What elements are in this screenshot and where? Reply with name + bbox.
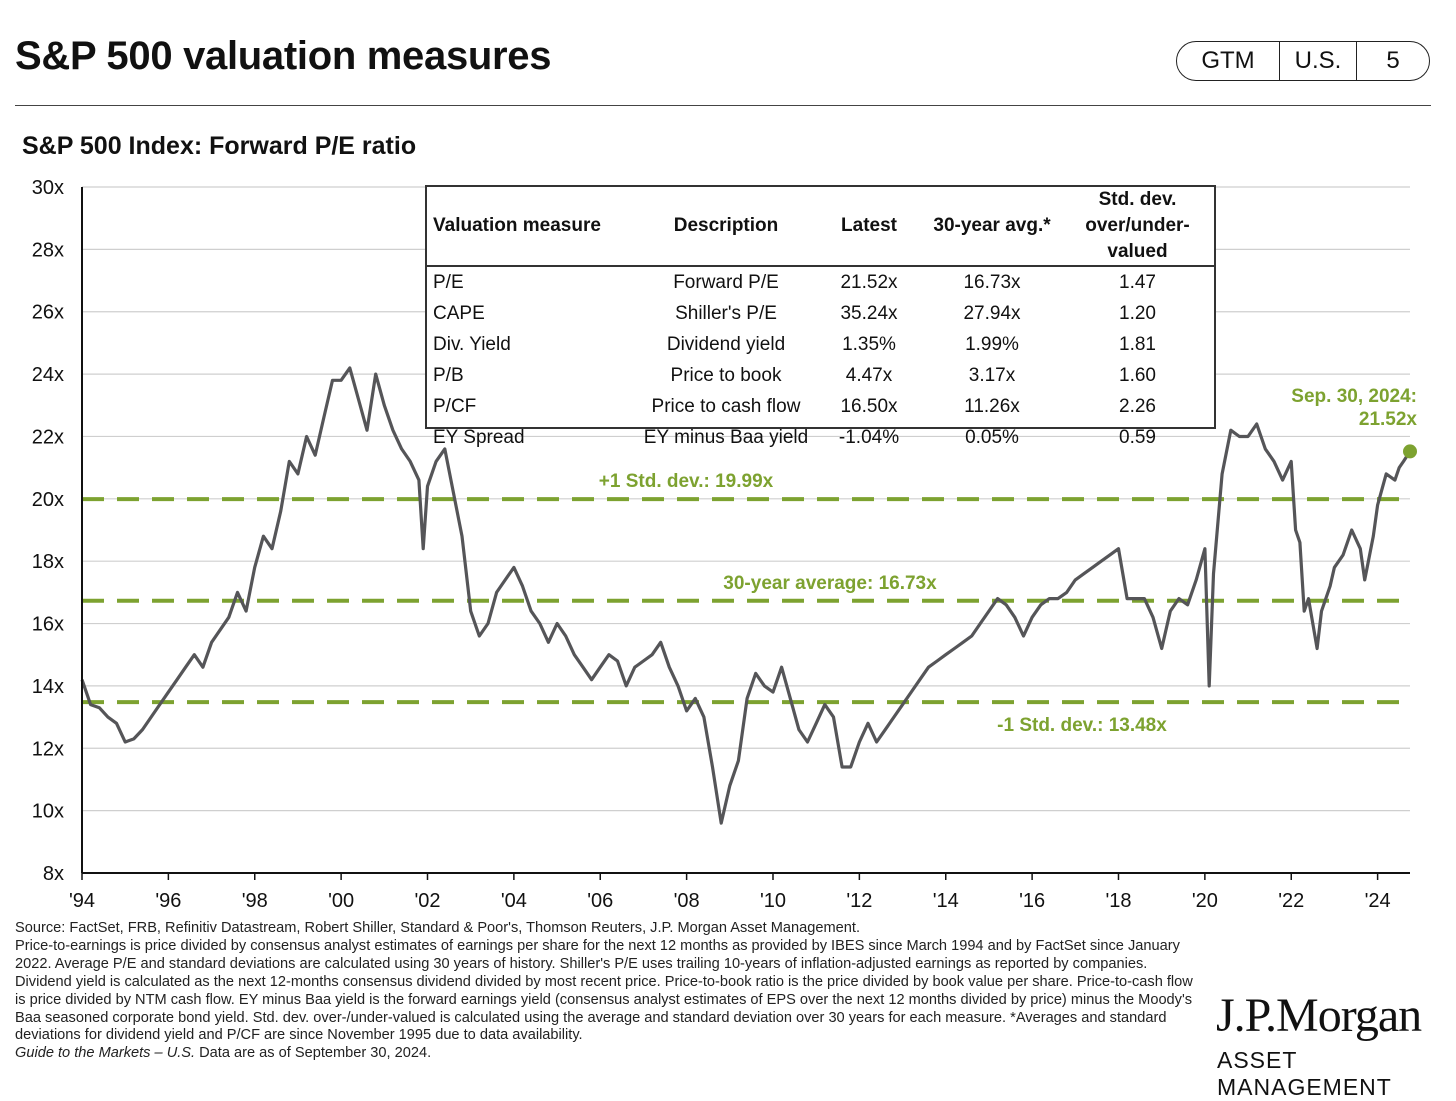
reference-line-label: +1 Std. dev.: 19.99x: [599, 471, 774, 492]
cell-std-dev: 2.26: [1119, 395, 1156, 417]
cell-avg: 1.99%: [965, 333, 1019, 355]
pe-ratio-series-line: [80, 366, 1412, 825]
page-title: S&P 500 valuation measures: [15, 34, 552, 78]
cell-description: Price to book: [670, 364, 782, 386]
cell-measure: P/CF: [433, 395, 477, 417]
y-tick-label: 18x: [32, 551, 64, 573]
cell-measure: P/E: [433, 271, 464, 293]
x-tick-label: '00: [328, 890, 354, 912]
y-tick-label: 16x: [32, 614, 64, 636]
asset-management-logo-text: ASSET MANAGEMENT: [1217, 1047, 1392, 1100]
cell-latest: 35.24x: [840, 302, 898, 324]
y-tick-label: 20x: [32, 489, 64, 511]
col-header-description: Description: [637, 187, 815, 267]
x-tick-label: '18: [1105, 890, 1131, 912]
methodology-note: Price-to-earnings is price divided by co…: [15, 937, 1193, 1044]
y-tick-label: 26x: [32, 302, 64, 324]
cell-avg: 16.73x: [963, 271, 1021, 293]
cell-description: EY minus Baa yield: [643, 426, 809, 448]
x-tick-label: '02: [414, 890, 440, 912]
y-tick-label: 8x: [43, 863, 64, 885]
table-row: Div. Yield Dividend yield 1.35% 1.99% 1.81: [427, 329, 1214, 360]
data-as-of: Data are as of September 30, 2024.: [199, 1045, 432, 1062]
y-tick-label: 10x: [32, 801, 64, 823]
badge-gtm: GTM: [1177, 42, 1280, 80]
col-header-std-dev: Std. dev. over/under-valued: [1061, 187, 1214, 267]
y-tick-label: 22x: [32, 426, 64, 448]
cell-std-dev: 1.47: [1119, 271, 1156, 293]
cell-avg: 11.26x: [964, 395, 1020, 417]
badge-region: U.S.: [1280, 42, 1357, 80]
cell-latest: 1.35%: [842, 333, 896, 355]
x-tick-label: '22: [1278, 890, 1304, 912]
reference-line-label: -1 Std. dev.: 13.48x: [997, 715, 1167, 736]
cell-avg: 0.05%: [965, 426, 1019, 448]
cell-latest: 21.52x: [840, 271, 898, 293]
x-tick-label: '06: [587, 890, 613, 912]
x-tick-label: '04: [501, 890, 527, 912]
x-tick-label: '24: [1365, 890, 1391, 912]
source-note: Source: FactSet, FRB, Refinitiv Datastre…: [15, 920, 861, 936]
cell-latest: -1.04%: [838, 426, 900, 448]
x-tick-label: '14: [933, 890, 959, 912]
col-header-latest: Latest: [815, 187, 923, 267]
page-badge: GTM U.S. 5: [1176, 41, 1430, 81]
cell-measure: P/B: [433, 364, 464, 386]
guide-title: Guide to the Markets – U.S.: [15, 1045, 196, 1062]
x-tick-label: '20: [1192, 890, 1218, 912]
reference-line-label: 30-year average: 16.73x: [723, 573, 937, 594]
x-tick-label: '12: [846, 890, 872, 912]
table-row: EY Spread EY minus Baa yield -1.04% 0.05% 0.…: [427, 422, 1214, 453]
cell-latest: 16.50x: [840, 395, 898, 417]
cell-description: Price to cash flow: [651, 395, 801, 417]
y-tick-label: 28x: [32, 239, 64, 261]
cell-description: Shiller's P/E: [675, 302, 777, 324]
x-tick-label: '96: [155, 890, 181, 912]
col-header-avg: 30-year avg.*: [923, 187, 1061, 267]
x-tick-label: '08: [674, 890, 700, 912]
table-row: P/B Price to book 4.47x 3.17x 1.60: [427, 360, 1214, 391]
data-date-note: Guide to the Markets – U.S. Data are as …: [15, 1045, 1195, 1063]
footnotes: Source: FactSet, FRB, Refinitiv Datastre…: [15, 920, 1195, 1063]
y-tick-label: 30x: [32, 177, 64, 199]
col-header-std-dev-line2: over/under-valued: [1085, 215, 1190, 262]
cell-std-dev: 1.81: [1119, 333, 1156, 355]
cell-std-dev: 0.59: [1119, 426, 1156, 448]
cell-description: Forward P/E: [673, 271, 779, 293]
cell-avg: 27.94x: [963, 302, 1021, 324]
table-row: P/E Forward P/E 21.52x 16.73x 1.47: [427, 266, 1214, 298]
cell-latest: 4.47x: [845, 364, 893, 386]
latest-point-marker: [1403, 444, 1417, 459]
jpmorgan-logo: J.P.Morgan: [1216, 989, 1422, 1042]
cell-measure: Div. Yield: [433, 333, 511, 355]
x-tick-label: '10: [760, 890, 786, 912]
col-header-measure: Valuation measure: [427, 187, 637, 267]
latest-point-date-label: Sep. 30, 2024:: [1291, 386, 1417, 407]
cell-std-dev: 1.60: [1119, 364, 1156, 386]
cell-description: Dividend yield: [666, 333, 786, 355]
table-row: P/CF Price to cash flow 16.50x 11.26x 2.26: [427, 391, 1214, 422]
table-row: CAPE Shiller's P/E 35.24x 27.94x 1.20: [427, 298, 1214, 329]
chart-title: S&P 500 Index: Forward P/E ratio: [22, 132, 417, 160]
valuation-table: Valuation measure Description Latest 30-…: [425, 185, 1216, 448]
cell-avg: 3.17x: [968, 364, 1016, 386]
cell-std-dev: 1.20: [1119, 302, 1156, 324]
x-tick-label: '16: [1019, 890, 1045, 912]
latest-point-value-label: 21.52x: [1359, 409, 1418, 430]
x-tick-label: '98: [242, 890, 268, 912]
cell-measure: CAPE: [433, 302, 485, 324]
y-tick-label: 14x: [32, 676, 64, 698]
col-header-std-dev-line1: Std. dev.: [1098, 189, 1177, 210]
x-tick-label: '94: [69, 890, 95, 912]
y-tick-label: 12x: [32, 738, 64, 760]
valuation-table-header: Valuation measure Description Latest 30-…: [427, 187, 1214, 267]
y-tick-label: 24x: [32, 364, 64, 386]
badge-page-number: 5: [1386, 47, 1400, 74]
header-divider: [15, 105, 1431, 106]
cell-measure: EY Spread: [433, 426, 525, 448]
